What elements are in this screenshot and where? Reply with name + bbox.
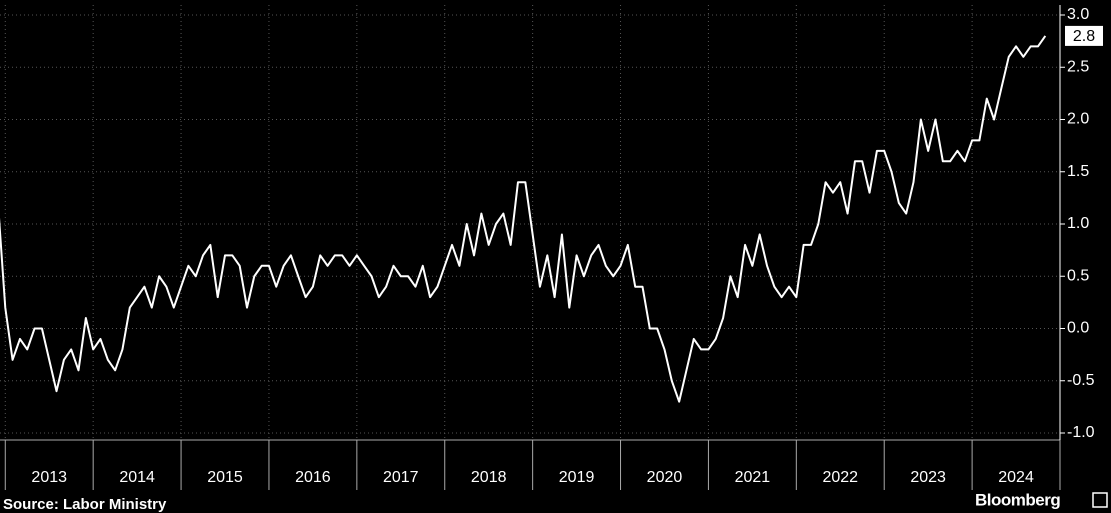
- x-tick-label: 2013: [31, 469, 67, 486]
- y-tick-label: 1.5: [1067, 163, 1089, 180]
- last-value-box: [1065, 25, 1103, 46]
- brand-icon: [1092, 492, 1108, 508]
- brand: Bloomberg: [975, 490, 1060, 509]
- x-tick-label: 2021: [735, 469, 771, 486]
- x-tick-label: 2016: [295, 469, 331, 486]
- x-tick-label: 2023: [910, 469, 946, 486]
- y-tick-label: 3.0: [1067, 6, 1089, 23]
- y-tick-label: 0.0: [1067, 320, 1089, 337]
- last-value-label: 2.8: [1073, 28, 1095, 45]
- y-tick-label: -1.0: [1067, 424, 1095, 441]
- x-tick-label: 2024: [998, 469, 1034, 486]
- y-tick-label: 2.0: [1067, 111, 1089, 128]
- x-tick-label: 2017: [383, 469, 419, 486]
- y-tick-label: -0.5: [1067, 372, 1095, 389]
- x-tick-label: 2014: [119, 469, 155, 486]
- y-tick-label: 0.5: [1067, 267, 1089, 284]
- y-tick-label: 2.5: [1067, 58, 1089, 75]
- x-tick-label: 2022: [822, 469, 858, 486]
- x-tick-label: 2020: [647, 469, 683, 486]
- data-line: [0, 35, 1047, 403]
- x-tick-label: 2018: [471, 469, 507, 486]
- x-tick-label: 2019: [559, 469, 595, 486]
- x-tick-label: 2015: [207, 469, 243, 486]
- source: Source: Labor Ministry: [3, 496, 167, 513]
- y-tick-label: 1.0: [1067, 215, 1089, 232]
